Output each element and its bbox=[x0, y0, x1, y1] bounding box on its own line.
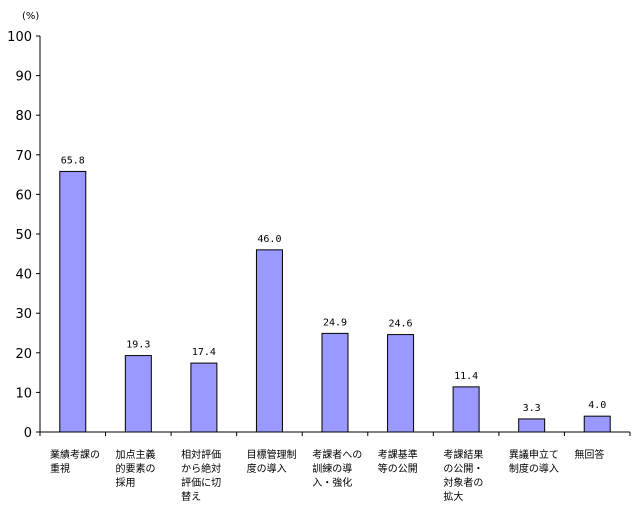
y-tick-label: 40 bbox=[15, 268, 32, 283]
bar bbox=[59, 170, 87, 433]
bar bbox=[518, 418, 546, 433]
x-category-label: 目標管理制度の導入 bbox=[247, 448, 297, 475]
x-category-label: 業績考課の重視 bbox=[50, 448, 100, 475]
bar-value-label: 3.3 bbox=[523, 403, 541, 414]
bar-value-label: 24.6 bbox=[389, 319, 413, 330]
y-tick-label: 80 bbox=[15, 109, 32, 124]
y-tick-label: 70 bbox=[15, 149, 32, 164]
x-category-label: 考課結果の公開・対象者の拡大 bbox=[443, 448, 483, 503]
bar bbox=[124, 355, 152, 433]
bar bbox=[321, 332, 349, 433]
bar-value-label: 11.4 bbox=[454, 371, 478, 382]
y-tick-label: 20 bbox=[15, 347, 32, 362]
x-category-label: 考課基準等の公開 bbox=[378, 448, 418, 475]
bar-value-label: 24.9 bbox=[323, 317, 347, 328]
x-category-label: 考課者への訓練の導入・強化 bbox=[312, 448, 362, 489]
bar bbox=[255, 249, 283, 433]
y-tick-label: 100 bbox=[7, 30, 32, 45]
y-tick-label: 60 bbox=[15, 188, 32, 203]
value-labels: 65.8 19.3 17.4 46.0 24.9 24.6 11.4 3.3 4.0 bbox=[61, 155, 607, 414]
unit-label: (%) bbox=[22, 11, 39, 22]
bar-value-label: 65.8 bbox=[61, 155, 85, 166]
bar bbox=[387, 334, 415, 433]
x-category-label: 異議申立て制度の導入 bbox=[509, 448, 559, 475]
y-tick-label: 10 bbox=[15, 386, 32, 401]
y-tick-label: 90 bbox=[15, 70, 32, 85]
y-tick-label: 50 bbox=[15, 228, 32, 243]
bar-value-label: 17.4 bbox=[192, 347, 216, 358]
bar bbox=[583, 415, 611, 433]
x-axis bbox=[39, 431, 631, 436]
bar bbox=[190, 362, 218, 433]
y-tick-label: 30 bbox=[15, 307, 32, 322]
category-labels: 業績考課の重視加点主義的要素の採用相対評価から絶対評価に切替え目標管理制度の導入… bbox=[50, 448, 604, 503]
bar-value-label: 46.0 bbox=[257, 234, 281, 245]
x-category-label: 相対評価から絶対評価に切替え bbox=[181, 448, 221, 503]
bar bbox=[452, 386, 480, 433]
bar-value-label: 4.0 bbox=[588, 400, 606, 411]
bars bbox=[59, 170, 611, 433]
x-category-label: 加点主義的要素の採用 bbox=[116, 448, 156, 489]
y-axis: 0 10 20 30 40 50 60 70 80 90 100 bbox=[7, 30, 41, 441]
bar-value-label: 19.3 bbox=[126, 340, 150, 351]
y-tick-label: 0 bbox=[24, 426, 32, 441]
x-category-label: 無回答 bbox=[574, 448, 604, 461]
